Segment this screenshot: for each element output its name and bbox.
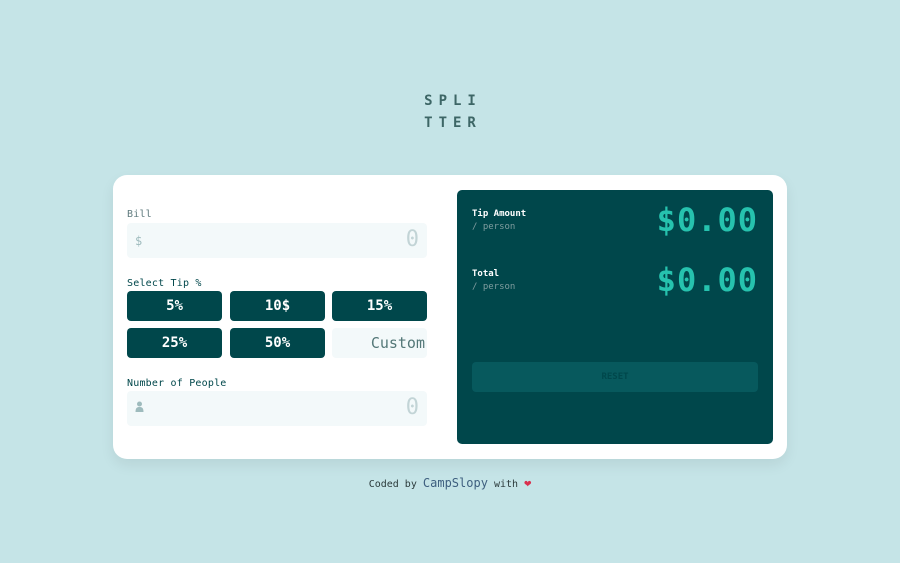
- custom-tip-placeholder: Custom: [370, 334, 425, 352]
- total-per-person: / person: [472, 282, 516, 292]
- logo-line-2: TTER: [424, 115, 482, 131]
- tip-amount-title: Tip Amount: [472, 209, 527, 219]
- app-logo: SPLI TTER: [0, 90, 900, 134]
- logo-line-1: SPLI: [424, 93, 482, 109]
- tip-button-25[interactable]: 25%: [127, 328, 222, 358]
- tip-amount-per-person: / person: [472, 222, 516, 232]
- heart-icon: ❤: [524, 476, 532, 490]
- bill-input[interactable]: $ 0: [127, 223, 427, 258]
- tip-button-5[interactable]: 5%: [127, 291, 222, 321]
- tip-amount-value: $0.00: [656, 201, 758, 239]
- tip-label: Select Tip %: [127, 278, 202, 289]
- tip-button-50[interactable]: 50%: [230, 328, 325, 358]
- calculator-card: Bill $ 0 Select Tip % 5% 10$ 15% 25% 50%…: [113, 175, 787, 459]
- results-panel: Tip Amount / person $0.00 Total / person…: [457, 190, 773, 444]
- person-icon: [135, 401, 144, 415]
- reset-button[interactable]: RESET: [472, 362, 758, 392]
- tip-button-15[interactable]: 15%: [332, 291, 427, 321]
- people-label: Number of People: [127, 378, 227, 389]
- bill-value: 0: [405, 227, 419, 252]
- attribution-footer: Coded by CampSlopy with ❤: [0, 476, 900, 490]
- author-link[interactable]: CampSlopy: [422, 476, 488, 490]
- dollar-icon: $: [135, 234, 143, 248]
- tip-button-10[interactable]: 10$: [230, 291, 325, 321]
- footer-suffix: with: [493, 479, 519, 490]
- bill-label: Bill: [127, 209, 152, 220]
- total-title: Total: [472, 269, 500, 279]
- total-value: $0.00: [656, 261, 758, 299]
- custom-tip-input[interactable]: Custom: [332, 328, 427, 358]
- footer-prefix: Coded by: [368, 479, 417, 490]
- people-value: 0: [405, 395, 419, 420]
- people-input[interactable]: 0: [127, 391, 427, 426]
